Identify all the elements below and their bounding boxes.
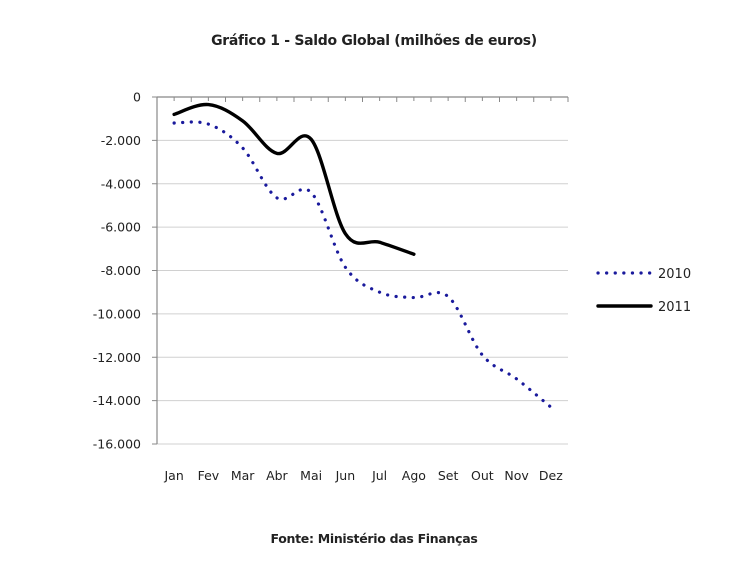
legend: 2010 2011 xyxy=(596,267,691,315)
chart-title: Gráfico 1 - Saldo Global (milhões de eur… xyxy=(211,33,537,49)
x-tick-label: Ago xyxy=(402,468,426,483)
legend-label-2011: 2011 xyxy=(658,300,691,315)
x-tick-label: Jul xyxy=(371,468,387,483)
axes xyxy=(152,96,569,445)
x-tick-label: Abr xyxy=(266,468,288,483)
legend-label-2010: 2010 xyxy=(658,267,691,282)
y-tick-label: -12.000 xyxy=(93,350,141,365)
y-axis-labels: 0 -2.000 -4.000 -6.000 -8.000 -10.000 -12.000 -… xyxy=(93,90,141,452)
x-tick-label: Dez xyxy=(539,468,563,483)
x-tick-label: Set xyxy=(438,468,459,483)
x-tick-label: Jun xyxy=(335,468,356,483)
y-tick-label: -14.000 xyxy=(93,393,141,408)
x-tick-label: Nov xyxy=(504,468,529,483)
series-line-2010 xyxy=(172,120,553,409)
x-tick-label: Mar xyxy=(231,468,255,483)
y-tick-label: -6.000 xyxy=(101,220,141,235)
x-axis-labels: Jan Fev Mar Abr Mai Jun Jul Ago Set Out Nov Dez xyxy=(163,468,563,483)
y-tick-label: -2.000 xyxy=(101,133,141,148)
x-tick-label: Jan xyxy=(163,468,183,483)
y-tick-label: -4.000 xyxy=(101,176,141,191)
x-tick-label: Mai xyxy=(300,468,322,483)
gridlines xyxy=(157,139,568,445)
x-tick-label: Out xyxy=(471,468,494,483)
chart-source: Fonte: Ministério das Finanças xyxy=(270,531,478,546)
series-line-2011 xyxy=(172,102,416,256)
y-tick-label: -8.000 xyxy=(101,263,141,278)
x-tick-label: Fev xyxy=(198,468,220,483)
y-tick-label: -16.000 xyxy=(93,437,141,452)
series-lines xyxy=(172,102,553,409)
y-tick-label: -10.000 xyxy=(93,306,141,321)
y-tick-label: 0 xyxy=(133,90,141,105)
